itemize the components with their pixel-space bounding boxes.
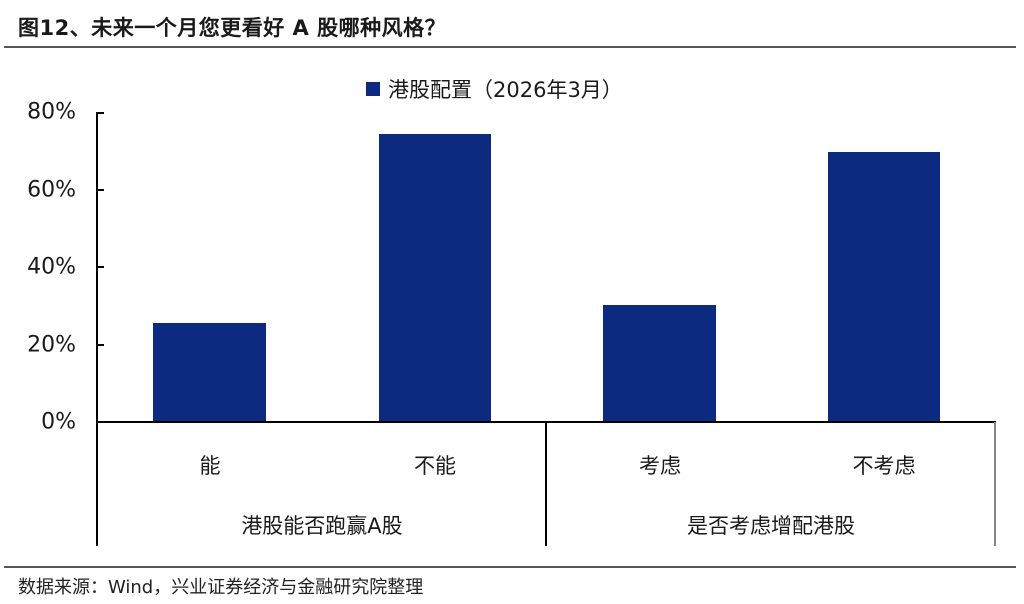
y-tick-mark <box>96 266 104 268</box>
ytick-80: 80% <box>27 99 76 125</box>
y-tick-mark <box>96 344 104 346</box>
bar-kaolv <box>603 305 716 422</box>
ytick-0: 0% <box>41 409 76 435</box>
bar-neng <box>153 323 266 422</box>
chart-title: 图12、未来一个月您更看好 A 股哪种风格？ <box>18 16 447 40</box>
bar-buneng <box>379 134 491 422</box>
category-label: 不能 <box>414 454 456 478</box>
y-axis-line <box>96 112 98 546</box>
legend: 港股配置（2026年3月） <box>366 74 623 104</box>
ytick-20: 20% <box>27 332 76 357</box>
x-axis-right-edge <box>994 422 996 546</box>
category-label: 考虑 <box>639 454 681 478</box>
category-label: 能 <box>199 454 221 478</box>
category-label: 不考虑 <box>852 454 916 478</box>
legend-swatch <box>366 82 380 96</box>
ytick-40: 40% <box>27 254 76 280</box>
group-label: 港股能否跑赢A股 <box>241 514 403 538</box>
y-tick-mark <box>96 112 104 114</box>
group-divider <box>545 422 547 546</box>
footer-divider <box>4 566 1016 568</box>
title-divider <box>4 46 1016 48</box>
bar-bukaolv <box>828 152 940 422</box>
legend-label: 港股配置（2026年3月） <box>388 78 623 102</box>
group-label: 是否考虑增配港股 <box>687 514 855 538</box>
data-source: 数据来源：Wind，兴业证券经济与金融研究院整理 <box>18 577 424 598</box>
y-tick-mark <box>96 189 104 191</box>
ytick-60: 60% <box>27 177 76 202</box>
